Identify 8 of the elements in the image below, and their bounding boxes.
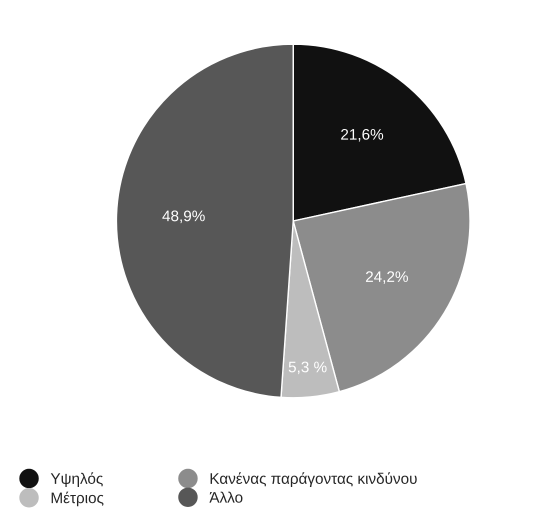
legend-label: Υψηλός xyxy=(50,472,103,487)
data-label: 48,9% xyxy=(162,210,205,224)
data-label: 21,6% xyxy=(341,128,384,142)
legend-label: Άλλο xyxy=(209,492,242,503)
legend-label: Μέτριος xyxy=(52,492,104,506)
legend-label: Κανένας παράγοντας κινδύνου xyxy=(210,472,417,487)
data-label: 5,3 % xyxy=(288,362,327,374)
data-label: 24,2% xyxy=(366,271,408,284)
